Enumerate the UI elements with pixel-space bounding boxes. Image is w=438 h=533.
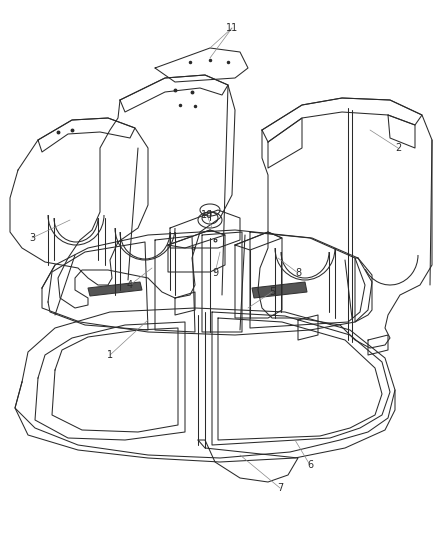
Text: 10: 10 <box>201 210 213 220</box>
Text: 7: 7 <box>277 483 283 493</box>
Text: 9: 9 <box>212 268 218 278</box>
Text: 1: 1 <box>107 350 113 360</box>
Text: 8: 8 <box>295 268 301 278</box>
Text: 11: 11 <box>226 23 238 33</box>
Polygon shape <box>88 282 142 296</box>
Text: 2: 2 <box>395 143 401 153</box>
Text: 6: 6 <box>307 460 313 470</box>
Polygon shape <box>252 282 307 298</box>
Text: 5: 5 <box>269 287 275 297</box>
Text: 3: 3 <box>29 233 35 243</box>
Text: 4: 4 <box>127 280 133 290</box>
